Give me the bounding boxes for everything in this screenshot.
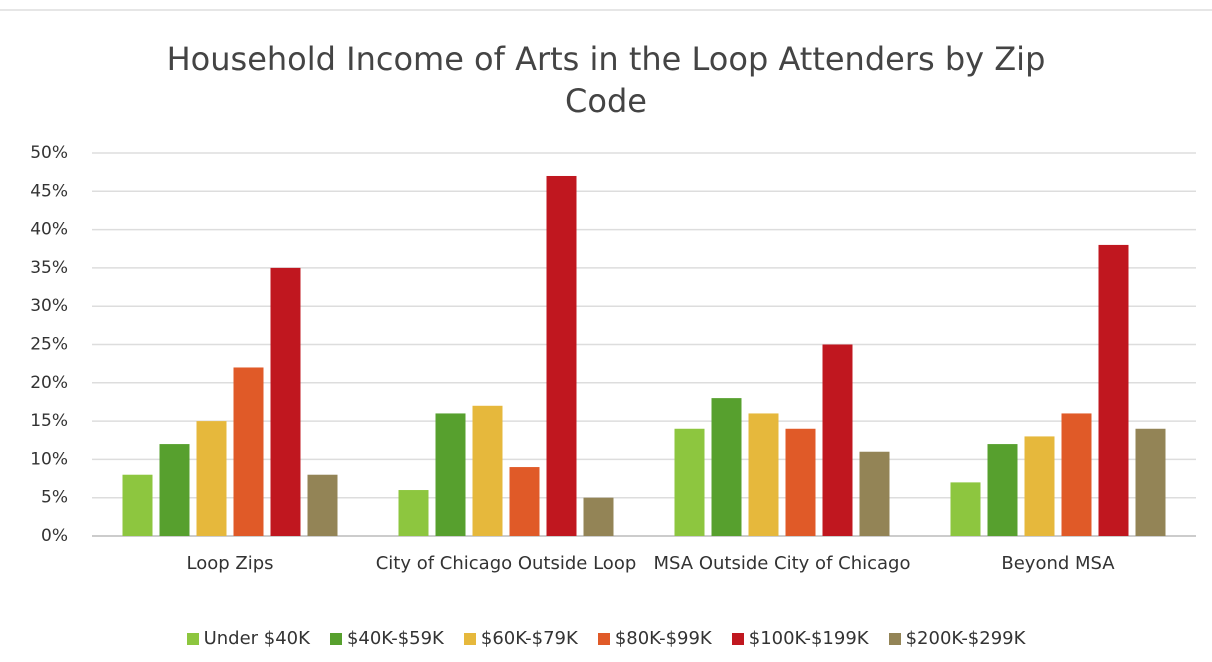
bar [748, 413, 779, 536]
bar [950, 482, 981, 536]
legend-label: $80K-$99K [614, 628, 712, 649]
legend-label: $200K-$299K [905, 628, 1026, 649]
bar [674, 428, 705, 536]
bar [1024, 436, 1055, 536]
y-tick-label: 20% [30, 373, 68, 393]
bar [233, 367, 264, 536]
legend-swatch [463, 632, 476, 645]
legend-swatch [888, 632, 901, 645]
legend-item: $200K-$299K [888, 628, 1026, 649]
legend-swatch [186, 632, 199, 645]
legend-label: $40K-$59K [346, 628, 444, 649]
bar [472, 405, 503, 536]
bar [785, 428, 816, 536]
bar [1098, 244, 1129, 537]
x-tick-label: MSA Outside City of Chicago [653, 553, 911, 574]
x-tick-label: City of Chicago Outside Loop [375, 553, 637, 574]
bar [1135, 428, 1166, 536]
bar [270, 267, 301, 536]
bar [435, 413, 466, 536]
legend-item: $80K-$99K [597, 628, 712, 649]
y-tick-label: 30% [30, 296, 68, 316]
legend-swatch [597, 632, 610, 645]
legend-item: $60K-$79K [463, 628, 578, 649]
bar [859, 451, 890, 536]
legend-item: $100K-$199K [731, 628, 869, 649]
bar [159, 444, 190, 536]
legend-swatch [329, 632, 342, 645]
bar [987, 444, 1018, 536]
y-tick-label: 50% [30, 143, 68, 163]
bar [546, 175, 577, 537]
bar [307, 474, 338, 536]
y-tick-label: 25% [30, 335, 68, 355]
x-tick-label: Beyond MSA [1001, 553, 1115, 574]
bar [122, 474, 153, 536]
y-tick-label: 40% [30, 220, 68, 240]
legend: Under $40K $40K-$59K $60K-$79K $80K-$99K $10… [0, 628, 1212, 649]
y-tick-label: 15% [30, 411, 68, 431]
y-tick-label: 0% [41, 526, 68, 546]
y-tick-label: 45% [30, 181, 68, 201]
y-tick-label: 10% [30, 449, 68, 469]
chart-title: Household Income of Arts in the Loop Att… [166, 40, 1046, 120]
y-tick-label: 5% [41, 488, 68, 508]
bar [196, 421, 227, 536]
legend-label: $60K-$79K [480, 628, 578, 649]
x-tick-label: Loop Zips [186, 553, 274, 574]
bar [583, 497, 614, 536]
y-tick-label: 35% [30, 258, 68, 278]
bar [1061, 413, 1092, 536]
bar [822, 344, 853, 536]
legend-item: $40K-$59K [329, 628, 444, 649]
legend-swatch [731, 632, 744, 645]
legend-item: Under $40K [186, 628, 310, 649]
bar [509, 467, 540, 536]
bar [398, 490, 429, 536]
legend-label: $100K-$199K [748, 628, 869, 649]
legend-label: Under $40K [203, 628, 310, 649]
bar [711, 398, 742, 536]
